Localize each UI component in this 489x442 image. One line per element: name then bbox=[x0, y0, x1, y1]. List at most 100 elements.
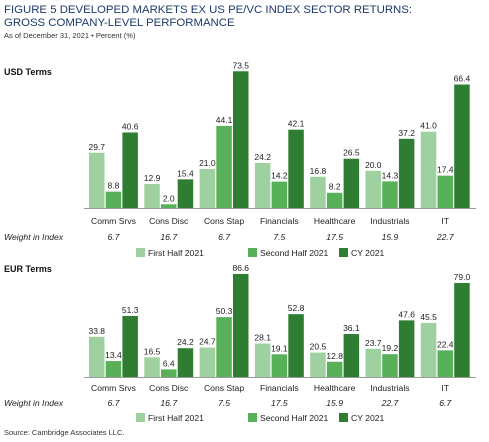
data-label: 36.1 bbox=[343, 323, 360, 333]
legend-swatch bbox=[136, 413, 145, 422]
data-label: 47.6 bbox=[398, 309, 415, 319]
weight-value: 16.7 bbox=[160, 232, 178, 242]
data-label: 16.5 bbox=[144, 346, 161, 356]
bar-cons-stap-s2 bbox=[216, 317, 232, 377]
legend-swatch bbox=[248, 248, 257, 257]
data-label: 19.2 bbox=[382, 343, 399, 353]
bar-cons-stap-s1 bbox=[199, 168, 216, 208]
data-label: 22.4 bbox=[437, 339, 454, 349]
bar-comm-srvs-s1 bbox=[89, 152, 105, 208]
data-label: 2.0 bbox=[163, 193, 175, 203]
bar-healthcare-s3 bbox=[343, 158, 360, 208]
legend-swatch bbox=[339, 413, 348, 422]
bar-cons-disc-s3 bbox=[177, 179, 194, 208]
figure-title-line2: GROSS COMPANY-LEVEL PERFORMANCE bbox=[4, 17, 235, 29]
usd-panel: USD Terms 29.7 8.8 40.6 Comm Srvs 6.7 12.92.0 1… bbox=[4, 60, 476, 258]
category-label: IT bbox=[441, 216, 449, 226]
data-label: 12.8 bbox=[326, 351, 343, 361]
bar-comm-srvs-s1 bbox=[89, 336, 105, 377]
bar-industrials-s3 bbox=[398, 138, 415, 208]
bar-it-s3 bbox=[454, 84, 470, 208]
data-label: 51.3 bbox=[122, 305, 139, 315]
data-label: 24.2 bbox=[254, 152, 271, 162]
weight-value: 15.9 bbox=[382, 232, 399, 242]
data-label: 13.4 bbox=[105, 350, 122, 360]
category-label: Healthcare bbox=[314, 216, 356, 226]
figure-title: FIGURE 5 DEVELOPED MARKETS EX US PE/VC I… bbox=[4, 4, 484, 30]
bar-financials-s2 bbox=[271, 354, 288, 377]
bar-cons-disc-s2 bbox=[161, 204, 177, 208]
bar-it-s2 bbox=[437, 350, 453, 377]
data-label: 86.6 bbox=[232, 263, 249, 273]
data-label: 50.3 bbox=[216, 306, 233, 316]
legend-label: First Half 2021 bbox=[148, 413, 204, 423]
weight-in-index-label: Weight in Index bbox=[4, 232, 64, 242]
data-label: 37.2 bbox=[398, 128, 415, 138]
panel-title: USD Terms bbox=[4, 67, 52, 77]
eur-panel: EUR Terms 33.8 13.4 51.3 Comm Srvs 6.7 16.56.4… bbox=[4, 263, 476, 423]
data-label: 28.1 bbox=[254, 333, 271, 343]
weight-value: 6.7 bbox=[218, 232, 231, 242]
weight-in-index-label: Weight in Index bbox=[4, 398, 64, 408]
bar-cons-disc-s2 bbox=[161, 369, 177, 377]
legend-label: CY 2021 bbox=[351, 248, 385, 258]
data-label: 14.3 bbox=[382, 170, 399, 180]
legend-swatch bbox=[248, 413, 257, 422]
bar-healthcare-s2 bbox=[326, 361, 343, 377]
data-label: 40.6 bbox=[122, 121, 139, 131]
category-label: Cons Disc bbox=[149, 383, 189, 393]
legend-label: First Half 2021 bbox=[148, 248, 204, 258]
data-label: 52.8 bbox=[288, 303, 305, 313]
category-label: Comm Srvs bbox=[91, 216, 136, 226]
data-label: 24.2 bbox=[177, 337, 194, 347]
bar-cons-stap-s3 bbox=[233, 273, 249, 377]
bar-cons-stap-s3 bbox=[233, 71, 249, 208]
category-label: IT bbox=[441, 383, 449, 393]
data-label: 24.7 bbox=[199, 337, 216, 347]
data-label: 14.2 bbox=[271, 171, 288, 181]
bar-it-s2 bbox=[437, 175, 453, 208]
data-label: 8.2 bbox=[329, 182, 341, 192]
bar-cons-disc-s1 bbox=[144, 357, 160, 377]
weight-value: 6.7 bbox=[439, 398, 452, 408]
category-label: Financials bbox=[260, 216, 299, 226]
data-label: 44.1 bbox=[216, 115, 233, 125]
bar-comm-srvs-s2 bbox=[105, 191, 122, 208]
category-label: Healthcare bbox=[314, 383, 356, 393]
data-label: 16.8 bbox=[310, 166, 327, 176]
category-label: Financials bbox=[260, 383, 299, 393]
bar-financials-s1 bbox=[254, 162, 271, 208]
weight-value: 22.7 bbox=[436, 232, 455, 242]
bar-industrials-s2 bbox=[382, 354, 398, 377]
data-label: 26.5 bbox=[343, 148, 360, 158]
data-label: 20.0 bbox=[365, 160, 382, 170]
data-label: 23.7 bbox=[365, 338, 382, 348]
bar-it-s3 bbox=[454, 282, 470, 377]
bar-cons-stap-s2 bbox=[216, 125, 232, 208]
figure-subtitle: As of December 31, 2021 • Percent (%) bbox=[4, 31, 136, 40]
bar-industrials-s1 bbox=[365, 170, 381, 208]
source-note: Source: Cambridge Associates LLC. bbox=[4, 428, 125, 437]
category-label: Cons Disc bbox=[149, 216, 189, 226]
category-label: Cons Stap bbox=[204, 383, 244, 393]
weight-value: 7.5 bbox=[218, 398, 230, 408]
bar-it-s1 bbox=[420, 322, 437, 377]
legend-label: Second Half 2021 bbox=[260, 413, 329, 423]
bar-industrials-s1 bbox=[365, 348, 381, 377]
bar-financials-s1 bbox=[254, 343, 271, 377]
data-label: 19.1 bbox=[271, 343, 288, 353]
data-label: 41.0 bbox=[420, 121, 437, 131]
weight-value: 16.7 bbox=[160, 398, 178, 408]
bar-healthcare-s1 bbox=[310, 352, 326, 377]
legend-swatch bbox=[339, 248, 348, 257]
weight-value: 7.5 bbox=[273, 232, 285, 242]
bar-comm-srvs-s2 bbox=[105, 361, 122, 377]
category-label: Cons Stap bbox=[204, 216, 244, 226]
data-label: 12.9 bbox=[144, 173, 161, 183]
bar-financials-s3 bbox=[288, 314, 304, 377]
weight-value: 6.7 bbox=[107, 398, 120, 408]
legend-swatch bbox=[136, 248, 145, 257]
bar-industrials-s2 bbox=[382, 181, 398, 208]
weight-value: 17.5 bbox=[326, 232, 343, 242]
